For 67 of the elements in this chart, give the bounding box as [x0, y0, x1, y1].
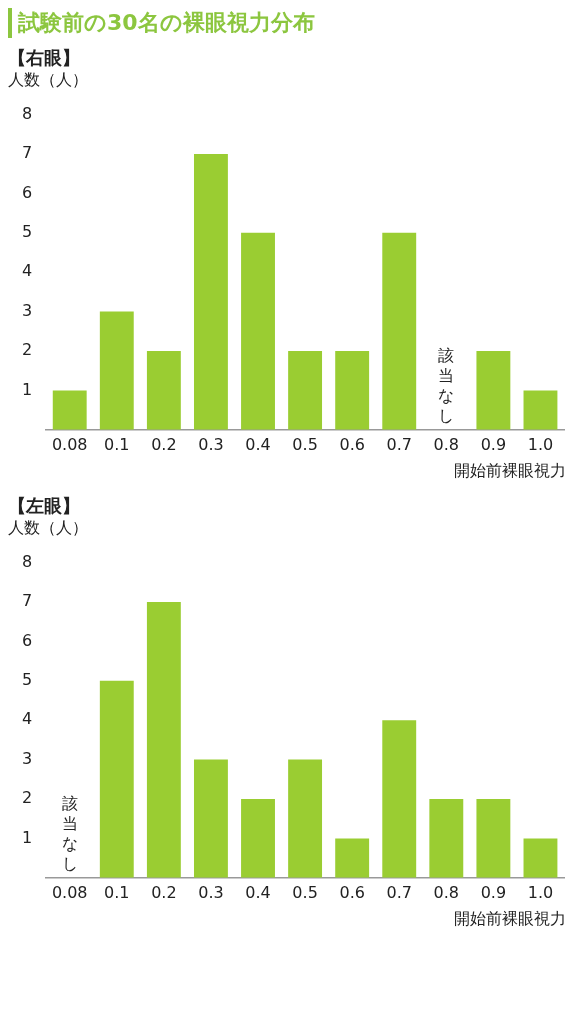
- bar: [241, 232, 275, 430]
- x-tick-label: 0.4: [245, 434, 271, 454]
- bar: [99, 311, 134, 430]
- bar: [52, 390, 87, 430]
- bar: [429, 799, 464, 878]
- y-axis-title: 人数（人）: [8, 70, 89, 91]
- x-tick-label: 0.8: [433, 434, 460, 454]
- chart-subtitle: 【右眼】: [8, 46, 81, 70]
- x-tick-label: 0.4: [245, 882, 271, 902]
- bar: [146, 351, 181, 430]
- x-tick-label: 0.3: [198, 434, 224, 454]
- x-tick-label: 0.7: [386, 434, 412, 454]
- bar: [193, 759, 228, 878]
- bar: [288, 351, 323, 430]
- y-tick-label: 5: [21, 669, 33, 689]
- annotation: 該当なし: [60, 793, 79, 874]
- bar: [288, 759, 323, 878]
- bar: [523, 838, 558, 878]
- x-tick-label: 0.2: [151, 434, 177, 454]
- y-tick-label: 2: [21, 340, 33, 360]
- y-tick-label: 3: [21, 300, 33, 320]
- y-tick-label: 1: [21, 379, 33, 399]
- annotation: 該当なし: [437, 345, 456, 426]
- x-tick-label: 1.0: [527, 882, 554, 902]
- bar: [382, 720, 417, 878]
- x-tick-label: 0.2: [151, 882, 177, 902]
- bar: [382, 232, 417, 430]
- x-tick-label: 0.5: [292, 882, 318, 902]
- x-axis-title: 開始前裸眼視力: [453, 909, 567, 930]
- x-tick-label: 0.1: [104, 434, 130, 454]
- bar: [241, 799, 275, 878]
- y-axis-title: 人数（人）: [8, 518, 89, 539]
- x-tick-label: 0.9: [480, 882, 507, 902]
- y-tick-label: 4: [21, 261, 33, 281]
- bar: [193, 154, 228, 430]
- bar: [335, 351, 370, 430]
- y-tick-label: 6: [21, 630, 33, 650]
- y-tick-label: 8: [21, 103, 33, 123]
- y-tick-label: 5: [21, 221, 33, 241]
- bar: [476, 799, 511, 878]
- x-tick-label: 0.9: [480, 434, 507, 454]
- bar: [523, 390, 558, 430]
- x-axis-title: 開始前裸眼視力: [453, 461, 567, 482]
- y-tick-label: 6: [21, 182, 33, 202]
- x-tick-label: 0.08: [51, 882, 88, 902]
- bar: [146, 602, 181, 878]
- x-tick-label: 0.6: [339, 434, 365, 454]
- y-tick-label: 7: [21, 591, 33, 611]
- y-tick-label: 2: [21, 788, 33, 808]
- x-tick-label: 0.1: [104, 882, 130, 902]
- x-tick-label: 0.5: [292, 434, 318, 454]
- y-tick-label: 7: [21, 143, 33, 163]
- y-tick-label: 3: [21, 748, 33, 768]
- x-tick-label: 0.6: [339, 882, 365, 902]
- bar: [476, 351, 511, 430]
- bar: [99, 680, 134, 878]
- chart-title: 試験前の30名の裸眼視力分布: [8, 8, 570, 38]
- x-tick-label: 0.08: [51, 434, 88, 454]
- y-tick-label: 4: [21, 709, 33, 729]
- y-tick-label: 1: [21, 827, 33, 847]
- x-tick-label: 1.0: [527, 434, 554, 454]
- x-tick-label: 0.3: [198, 882, 224, 902]
- chart-subtitle: 【左眼】: [8, 494, 81, 518]
- x-tick-label: 0.8: [433, 882, 460, 902]
- bar: [335, 838, 370, 878]
- y-tick-label: 8: [21, 551, 33, 571]
- x-tick-label: 0.7: [386, 882, 412, 902]
